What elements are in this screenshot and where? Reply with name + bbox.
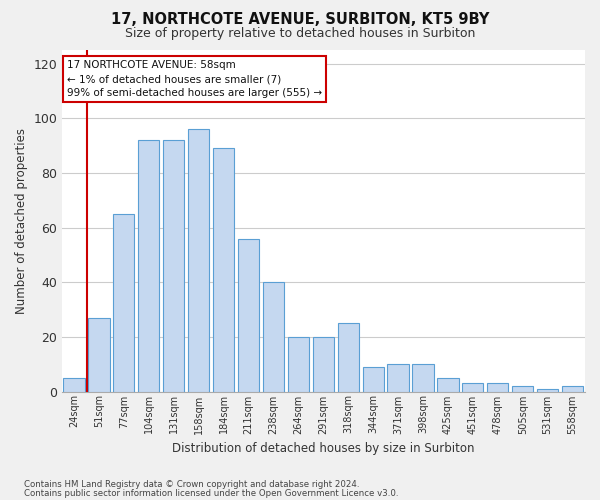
Bar [487, 384, 508, 392]
Bar [64, 378, 85, 392]
Bar [113, 214, 134, 392]
Bar [338, 323, 359, 392]
Bar [213, 148, 234, 392]
Bar [188, 129, 209, 392]
Bar [537, 389, 558, 392]
Bar [288, 337, 309, 392]
Bar [412, 364, 434, 392]
Bar [238, 238, 259, 392]
Text: Size of property relative to detached houses in Surbiton: Size of property relative to detached ho… [125, 28, 475, 40]
Bar [388, 364, 409, 392]
Bar [512, 386, 533, 392]
Bar [562, 386, 583, 392]
Y-axis label: Number of detached properties: Number of detached properties [15, 128, 28, 314]
Bar [88, 318, 110, 392]
Text: Contains HM Land Registry data © Crown copyright and database right 2024.: Contains HM Land Registry data © Crown c… [24, 480, 359, 489]
X-axis label: Distribution of detached houses by size in Surbiton: Distribution of detached houses by size … [172, 442, 475, 455]
Text: 17, NORTHCOTE AVENUE, SURBITON, KT5 9BY: 17, NORTHCOTE AVENUE, SURBITON, KT5 9BY [111, 12, 489, 28]
Bar [462, 384, 484, 392]
Bar [313, 337, 334, 392]
Bar [163, 140, 184, 392]
Text: Contains public sector information licensed under the Open Government Licence v3: Contains public sector information licen… [24, 489, 398, 498]
Bar [138, 140, 160, 392]
Text: 17 NORTHCOTE AVENUE: 58sqm
← 1% of detached houses are smaller (7)
99% of semi-d: 17 NORTHCOTE AVENUE: 58sqm ← 1% of detac… [67, 60, 322, 98]
Bar [362, 367, 384, 392]
Bar [437, 378, 458, 392]
Bar [263, 282, 284, 392]
